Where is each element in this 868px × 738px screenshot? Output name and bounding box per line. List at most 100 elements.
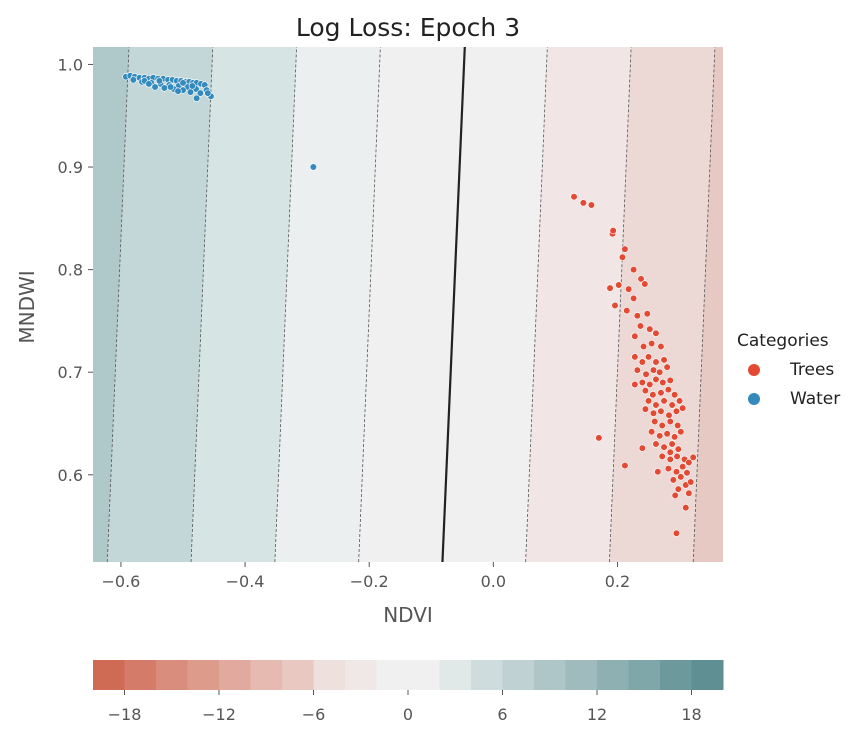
scatter-points — [122, 72, 697, 537]
y-tick-label: 0.6 — [58, 466, 83, 485]
y-axis: 0.6 0.7 0.8 0.9 1.0 — [58, 55, 93, 485]
colorbar-cell — [250, 660, 283, 690]
colorbar-cell — [439, 660, 472, 690]
point-trees — [641, 280, 649, 288]
contour-lines — [106, 47, 716, 562]
point-water — [151, 83, 159, 91]
colorbar-cell — [628, 660, 661, 690]
y-tick-label: 0.7 — [58, 363, 83, 382]
colorbar-cell — [313, 660, 346, 690]
point-trees — [652, 401, 660, 409]
point-water — [145, 80, 153, 88]
point-trees — [621, 245, 629, 253]
point-water — [174, 87, 182, 95]
decision-band — [525, 47, 632, 562]
point-trees — [685, 458, 693, 467]
point-trees — [579, 199, 587, 207]
point-trees — [689, 453, 697, 461]
point-trees — [660, 397, 668, 405]
x-tick-label: −0.4 — [226, 572, 265, 591]
point-trees — [674, 421, 682, 430]
point-trees — [664, 465, 672, 473]
decision-band — [93, 47, 129, 562]
point-trees — [666, 417, 674, 426]
point-trees — [668, 440, 676, 448]
point-water — [193, 94, 201, 102]
colorbar-cell — [565, 660, 598, 690]
point-trees — [673, 452, 681, 460]
decision-band — [693, 47, 723, 562]
point-water — [186, 88, 195, 96]
point-water — [309, 163, 317, 171]
point-trees — [646, 380, 654, 389]
point-trees — [666, 376, 674, 385]
point-trees — [644, 353, 653, 361]
point-trees — [669, 476, 677, 484]
point-trees — [685, 489, 693, 497]
colorbar-cell — [660, 660, 692, 690]
point-water — [155, 77, 164, 85]
point-trees — [633, 366, 641, 374]
point-trees — [677, 428, 685, 436]
colorbar-tick-label: 18 — [681, 705, 701, 724]
plot-area — [93, 47, 723, 562]
colorbar-tick-label: −12 — [202, 705, 236, 724]
colorbar-tick-label: 0 — [403, 705, 413, 724]
point-trees — [666, 448, 674, 456]
colorbar-cell — [345, 660, 377, 690]
point-trees — [656, 368, 664, 376]
legend-title: Categories — [737, 331, 829, 351]
decision-band — [107, 47, 213, 562]
point-trees — [659, 378, 667, 387]
point-trees — [570, 193, 578, 201]
point-trees — [672, 529, 681, 537]
point-trees — [658, 452, 666, 460]
point-trees — [652, 440, 660, 448]
contour-line — [274, 47, 297, 562]
point-water — [129, 76, 137, 84]
y-tick-label: 0.8 — [58, 261, 83, 280]
point-trees — [611, 301, 619, 310]
point-trees — [657, 389, 665, 397]
contour-line — [106, 47, 130, 562]
colorbar-cell — [187, 660, 220, 690]
point-trees — [643, 310, 651, 318]
point-trees — [641, 405, 650, 413]
point-trees — [649, 366, 658, 374]
point-trees — [687, 478, 695, 486]
point-trees — [651, 417, 659, 426]
colorbar-cell — [156, 660, 188, 690]
point-water — [179, 79, 187, 87]
x-tick-label: 0.0 — [481, 572, 506, 591]
point-trees — [649, 409, 658, 417]
colorbar-cell — [124, 660, 157, 690]
point-trees — [631, 332, 639, 340]
legend-label-trees: Trees — [789, 360, 834, 380]
colorbar-cells — [93, 660, 724, 690]
colorbar-tick-label: −18 — [108, 705, 142, 724]
point-trees — [658, 421, 666, 430]
decision-band — [609, 47, 715, 562]
decision-band — [358, 47, 465, 562]
y-tick-label: 1.0 — [58, 55, 83, 74]
point-trees — [633, 312, 641, 320]
contour-line — [692, 47, 716, 562]
colorbar-cell — [534, 660, 566, 690]
colorbar-cell — [597, 660, 629, 690]
x-tick-label: −0.2 — [350, 572, 389, 591]
point-trees — [644, 397, 653, 405]
contour-line — [525, 47, 548, 562]
point-trees — [630, 294, 638, 302]
point-trees — [665, 411, 673, 419]
point-trees — [630, 266, 638, 274]
point-trees — [621, 461, 629, 470]
point-trees — [642, 370, 650, 378]
x-tick-label: 0.2 — [605, 572, 630, 591]
x-axis: −0.6 −0.4 −0.2 0.0 0.2 — [102, 562, 630, 591]
point-trees — [663, 430, 671, 438]
contour-line — [609, 47, 632, 562]
legend-marker-water — [748, 393, 760, 405]
point-trees — [625, 285, 633, 293]
point-trees — [652, 375, 660, 383]
